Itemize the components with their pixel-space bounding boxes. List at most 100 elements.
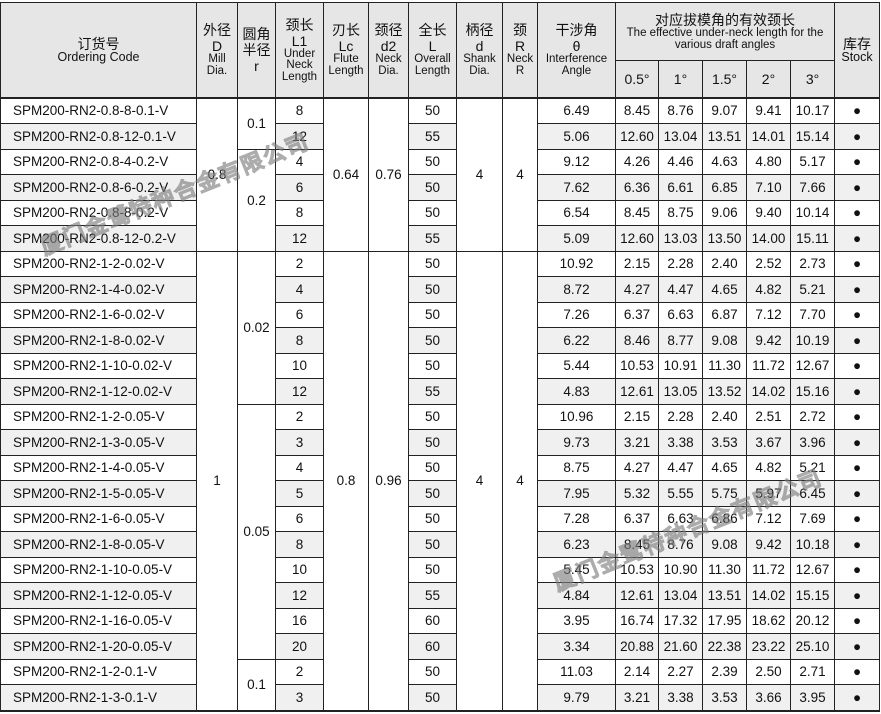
header-angle: 2°: [746, 60, 791, 98]
overall-length: 50: [408, 505, 457, 532]
interference-angle: 3.34: [537, 633, 616, 660]
interference-angle: 6.54: [537, 199, 616, 226]
interference-angle: 6.49: [537, 97, 616, 124]
effective-length: 2.14: [615, 658, 659, 685]
effective-length: 3.53: [702, 684, 747, 711]
interference-angle: 5.45: [537, 556, 616, 583]
under-neck-length: 12: [275, 225, 324, 252]
ordering-code: SPM200-RN2-0.8-12-0.2-V: [0, 225, 197, 252]
ordering-code: SPM200-RN2-1-2-0.1-V: [0, 658, 197, 685]
interference-angle: 7.62: [537, 174, 616, 201]
header-angle: 1°: [658, 60, 703, 98]
header-mill-dia: 外径 D Mill Dia.: [196, 2, 238, 98]
effective-length: 10.91: [658, 352, 703, 379]
effective-length: 10.19: [789, 327, 836, 354]
effective-length: 13.05: [658, 378, 703, 405]
effective-length: 9.41: [746, 97, 791, 124]
table-row: SPM200-RN2-1-6-0.02-V 6 50 7.26 6.37 6.63 6.87…: [0, 301, 881, 328]
under-neck-length: 16: [275, 607, 324, 634]
flute-length: 0.64: [323, 97, 369, 252]
effective-length: 2.28: [658, 403, 703, 430]
table-row: SPM200-RN2-1-3-0.05-V 3 50 9.73 3.21 3.38 3.53…: [0, 429, 881, 456]
effective-length: 11.72: [746, 556, 791, 583]
header-flute-length: 刃长 Lc Flute Length: [323, 2, 369, 98]
table-row: SPM200-RN2-1-4-0.05-V 4 50 8.75 4.27 4.47 4.65…: [0, 454, 881, 481]
effective-length: 3.21: [615, 684, 659, 711]
effective-length: 6.85: [702, 174, 747, 201]
under-neck-length: 2: [275, 250, 324, 277]
table-row: SPM200-RN2-0.8-12-0.1-V 12 55 5.06 12.60 13.0…: [0, 123, 881, 150]
effective-length: 20.88: [615, 633, 659, 660]
effective-length: 9.08: [702, 327, 747, 354]
effective-length: 7.10: [746, 174, 791, 201]
effective-length: 10.18: [789, 531, 836, 558]
stock-indicator: ●: [834, 505, 881, 532]
effective-length: 3.95: [789, 684, 836, 711]
overall-length: 60: [408, 607, 457, 634]
effective-length: 11.30: [702, 352, 747, 379]
stock-indicator: ●: [834, 97, 881, 124]
table-row: SPM200-RN2-1-10-0.05-V 10 50 5.45 10.53 10.90…: [0, 556, 881, 583]
interference-angle: 5.09: [537, 225, 616, 252]
effective-length: 15.15: [789, 582, 836, 609]
effective-length: 4.46: [658, 148, 703, 175]
header-under-neck-length: 颈长 L1 Under Neck Length: [275, 2, 324, 98]
effective-length: 6.45: [789, 480, 836, 507]
effective-length: 12.60: [615, 225, 659, 252]
table-row: SPM200-RN2-1-3-0.1-V 3 50 9.79 3.21 3.38 3.53 3…: [0, 684, 881, 711]
effective-length: 2.27: [658, 658, 703, 685]
ordering-code: SPM200-RN2-1-20-0.05-V: [0, 633, 197, 660]
under-neck-length: 6: [275, 301, 324, 328]
ordering-code: SPM200-RN2-1-8-0.02-V: [0, 327, 197, 354]
effective-length: 6.37: [615, 301, 659, 328]
interference-angle: 7.26: [537, 301, 616, 328]
table-row: SPM200-RN2-1-8-0.05-V 8 50 6.23 8.45 8.76 9.08…: [0, 531, 881, 558]
effective-length: 10.90: [658, 556, 703, 583]
stock-indicator: ●: [834, 633, 881, 660]
effective-length: 2.52: [746, 250, 791, 277]
table-row: SPM200-RN2-0.8-4-0.2-V 0.2 4 50 9.12 4.26 4.46…: [0, 148, 881, 252]
effective-length: 9.40: [746, 199, 791, 226]
effective-length: 8.77: [658, 327, 703, 354]
neck-r: 4: [502, 97, 538, 252]
effective-length: 13.51: [702, 582, 747, 609]
effective-length: 6.63: [658, 505, 703, 532]
effective-length: 13.03: [658, 225, 703, 252]
stock-indicator: ●: [834, 454, 881, 481]
corner-radius: 0.1: [237, 658, 276, 711]
effective-length: 2.15: [615, 250, 659, 277]
ordering-code: SPM200-RN2-1-4-0.05-V: [0, 454, 197, 481]
under-neck-length: 10: [275, 556, 324, 583]
effective-length: 13.04: [658, 582, 703, 609]
effective-length: 9.07: [702, 97, 747, 124]
stock-indicator: ●: [834, 403, 881, 430]
table-row: SPM200-RN2-0.8-12-0.2-V 12 55 5.09 12.60 13.0…: [0, 225, 881, 252]
stock-indicator: ●: [834, 378, 881, 405]
stock-indicator: ●: [834, 429, 881, 456]
neck-dia: 0.76: [368, 97, 409, 252]
stock-indicator: ●: [834, 480, 881, 507]
effective-length: 23.22: [746, 633, 791, 660]
effective-length: 3.21: [615, 429, 659, 456]
stock-indicator: ●: [834, 556, 881, 583]
effective-length: 13.50: [702, 225, 747, 252]
interference-angle: 3.95: [537, 607, 616, 634]
overall-length: 50: [408, 276, 457, 303]
table-row: SPM200-RN2-1-10-0.02-V 10 50 5.44 10.53 10.91…: [0, 352, 881, 379]
effective-length: 5.75: [702, 480, 747, 507]
ordering-code: SPM200-RN2-1-10-0.05-V: [0, 556, 197, 583]
effective-length: 5.21: [789, 454, 836, 481]
effective-length: 4.27: [615, 454, 659, 481]
effective-length: 2.73: [789, 250, 836, 277]
effective-length: 6.87: [702, 301, 747, 328]
effective-length: 7.66: [789, 174, 836, 201]
stock-indicator: ●: [834, 225, 881, 252]
effective-length: 15.16: [789, 378, 836, 405]
effective-length: 6.37: [615, 505, 659, 532]
table-row: SPM200-RN2-1-12-0.05-V 12 55 4.84 12.61 13.04…: [0, 582, 881, 609]
effective-length: 12.67: [789, 352, 836, 379]
shank-dia: 4: [456, 250, 503, 711]
effective-length: 9.08: [702, 531, 747, 558]
stock-indicator: ●: [834, 531, 881, 558]
